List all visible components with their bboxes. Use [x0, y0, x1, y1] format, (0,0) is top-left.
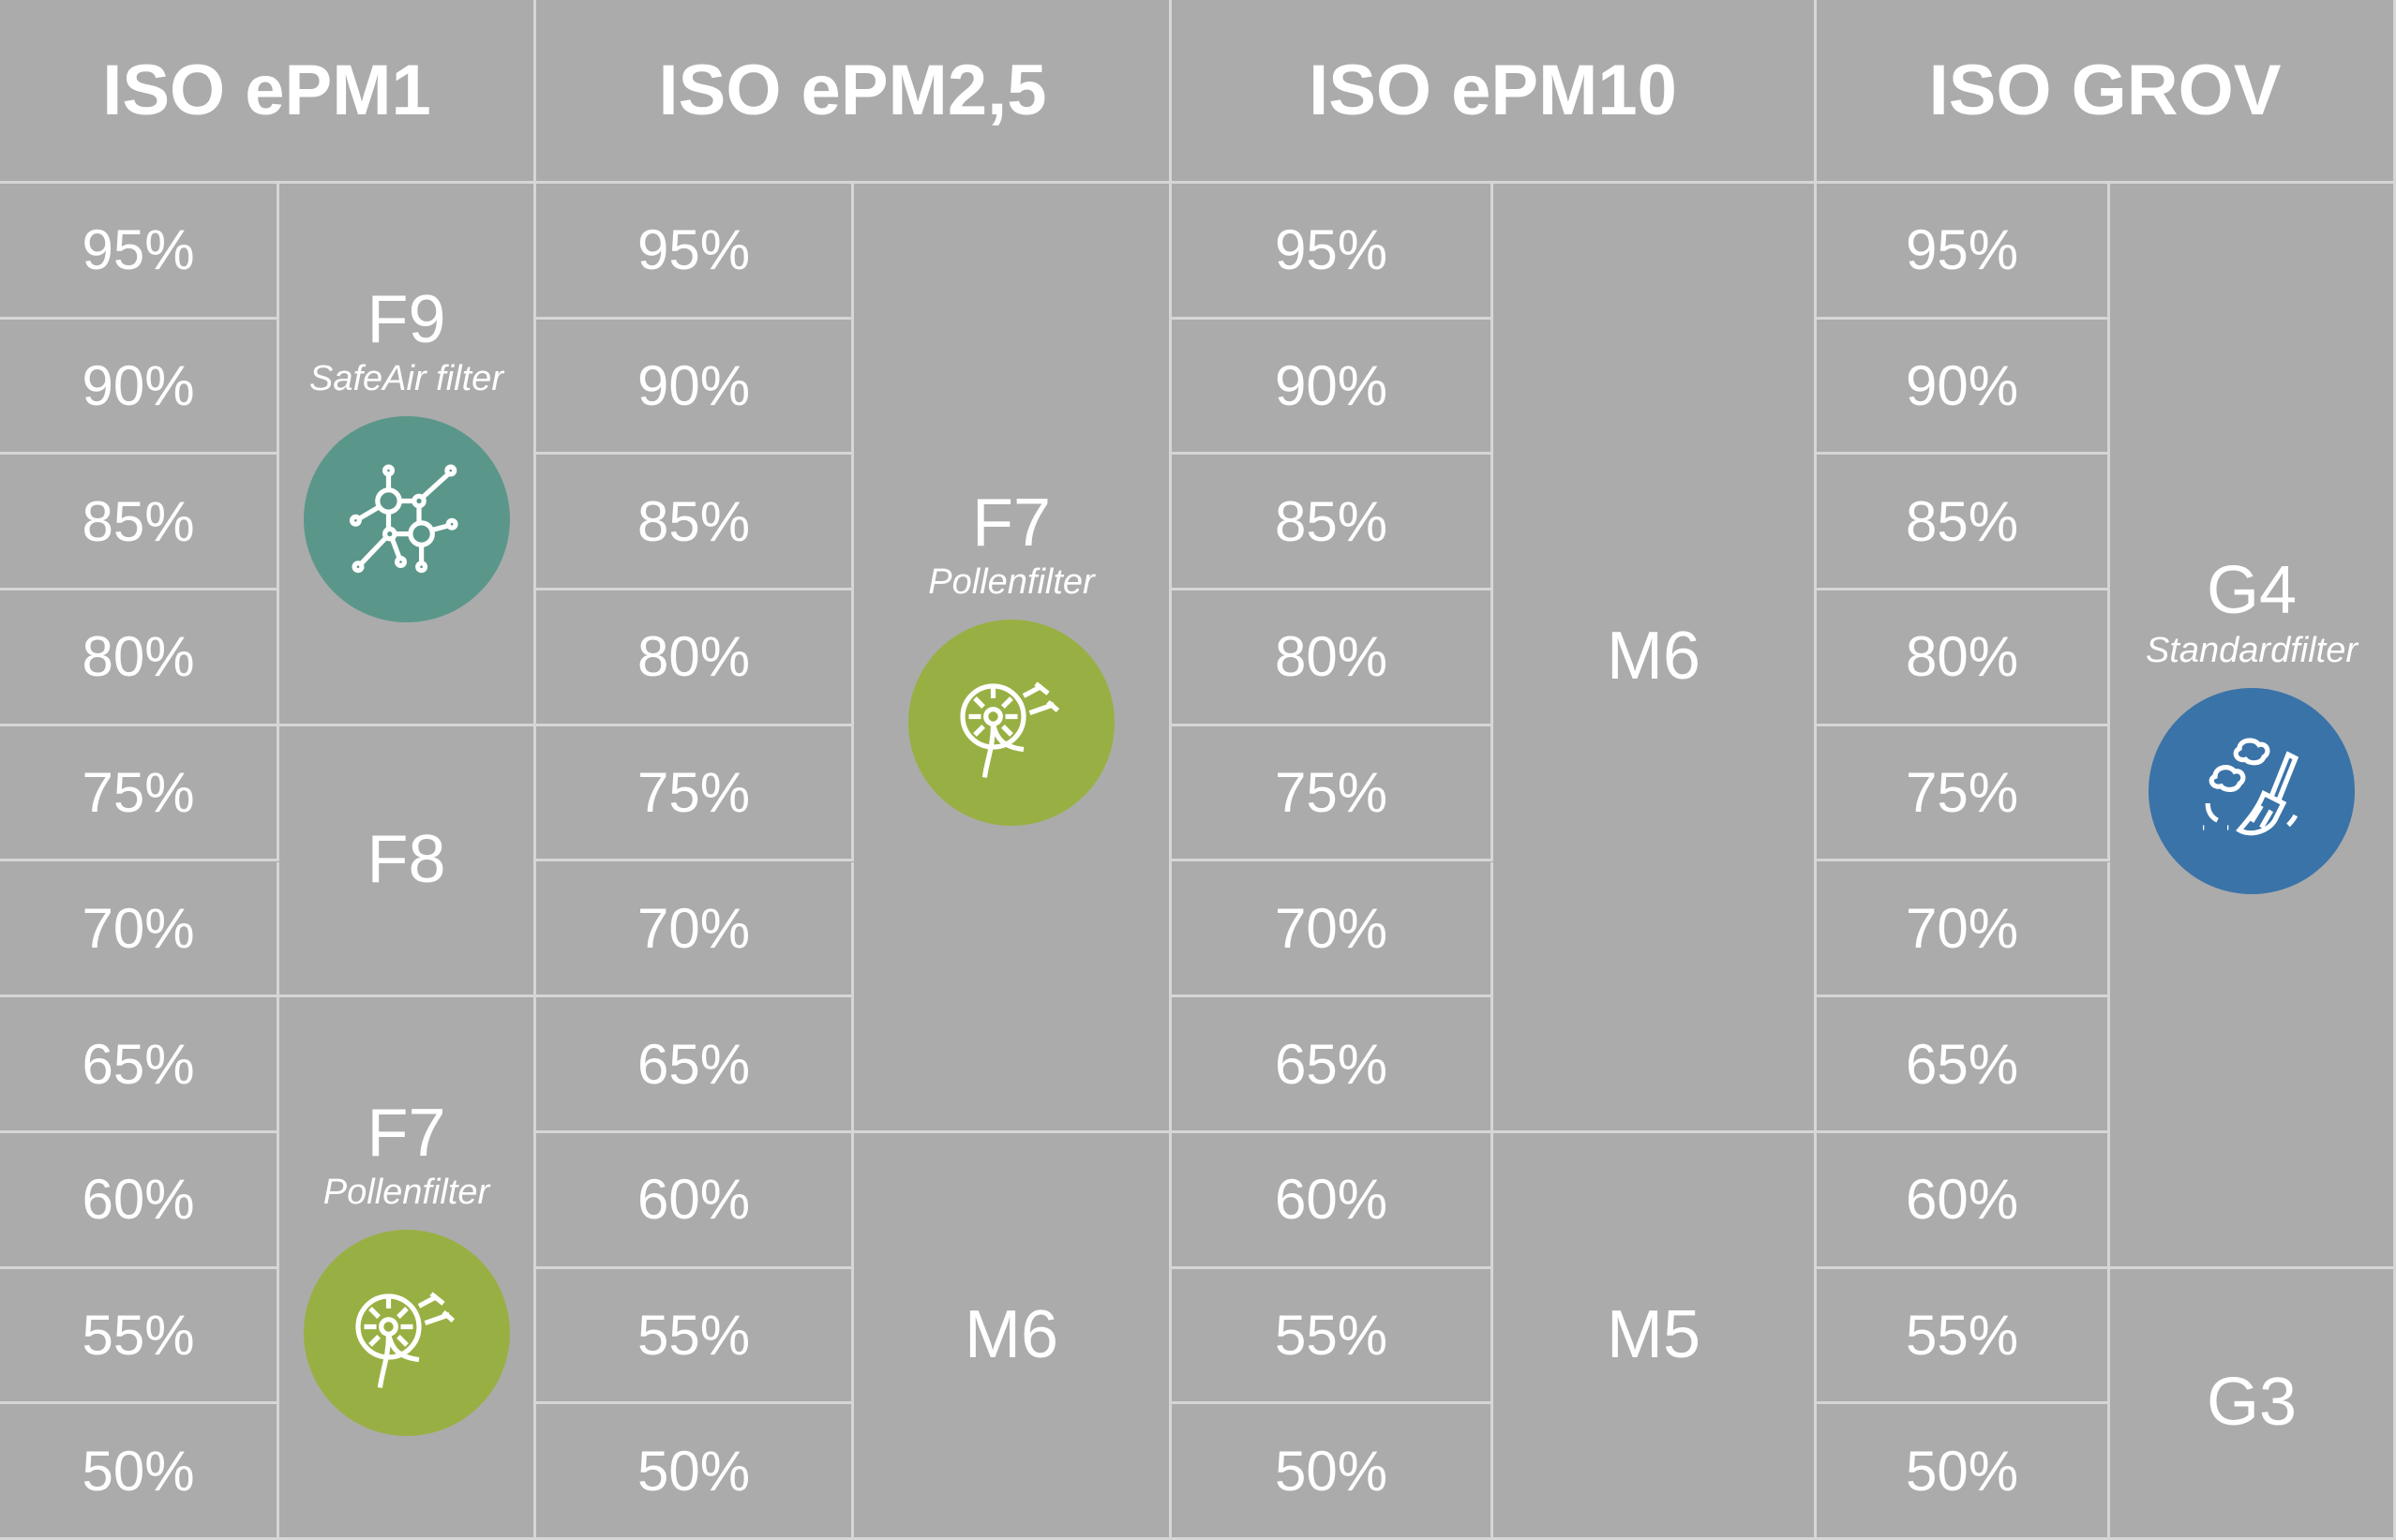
percent-cell: 85% [1817, 455, 2110, 591]
percent-cell: 55% [1817, 1268, 2110, 1405]
dandelion-icon [303, 1230, 510, 1437]
filter-class-group: F7 Pollenfilter [854, 184, 1172, 1133]
percent-cell: 65% [0, 997, 279, 1133]
filter-class-group: G4 Standardfilter [2110, 184, 2396, 1269]
molecule-icon [303, 416, 510, 623]
filter-subtitle: Pollenfilter [928, 562, 1095, 603]
percent-cell: 65% [1172, 997, 1493, 1133]
filter-grade-label: M5 [1606, 1296, 1701, 1372]
percent-cell: 50% [0, 1404, 279, 1540]
percent-cell: 80% [0, 591, 279, 726]
filter-grade-label: F7 [367, 1095, 446, 1171]
percent-cell: 75% [536, 725, 854, 862]
column-header: ISO ePM10 [1172, 0, 1817, 184]
percent-cell: 55% [536, 1268, 854, 1405]
percent-cell: 60% [1817, 1132, 2110, 1269]
percent-cell: 75% [0, 725, 279, 862]
percent-cell: 70% [1172, 861, 1493, 998]
column-header: ISO GROV [1817, 0, 2396, 184]
filter-class-group: M6 [1493, 184, 1817, 1133]
filter-subtitle: Pollenfilter [322, 1173, 490, 1213]
percent-cell: 95% [1817, 184, 2110, 320]
filter-grade-label: F9 [367, 281, 446, 357]
filter-class-group: F8 [279, 725, 536, 998]
filter-grade-label: G3 [2206, 1364, 2298, 1440]
filter-grade-label: M6 [1606, 619, 1701, 695]
percent-cell: 90% [1172, 319, 1493, 456]
filter-subtitle: SafeAir filter [309, 359, 503, 399]
percent-cell: 80% [1172, 591, 1493, 726]
filter-grade-label: F7 [971, 485, 1052, 561]
percent-cell: 70% [0, 861, 279, 998]
filter-class-group: M5 [1493, 1132, 1817, 1540]
percent-cell: 90% [0, 319, 279, 456]
filter-grade-label: M6 [964, 1296, 1059, 1372]
broom-icon [2149, 687, 2355, 894]
percent-cell: 75% [1172, 725, 1493, 862]
percent-cell: 95% [1172, 184, 1493, 320]
percent-cell: 95% [0, 184, 279, 320]
percent-cell: 50% [1817, 1404, 2110, 1540]
percent-cell: 80% [1817, 591, 2110, 726]
column-header: ISO ePM1 [0, 0, 536, 184]
percent-cell: 55% [0, 1268, 279, 1405]
percent-cell: 90% [1817, 319, 2110, 456]
percent-cell: 50% [536, 1404, 854, 1540]
filter-class-group: F7 Pollenfilter [279, 997, 536, 1540]
percent-cell: 95% [536, 184, 854, 320]
filter-class-group: M6 [854, 1132, 1172, 1540]
percent-cell: 70% [1817, 861, 2110, 998]
percent-cell: 85% [536, 455, 854, 591]
percent-cell: 65% [1817, 997, 2110, 1133]
percent-cell: 55% [1172, 1268, 1493, 1405]
dandelion-icon [908, 620, 1115, 827]
filter-class-group: F9 SafeAir filter [279, 184, 536, 726]
percent-cell: 85% [1172, 455, 1493, 591]
percent-cell: 65% [536, 997, 854, 1133]
percent-cell: 60% [1172, 1132, 1493, 1269]
filter-class-group: G3 [2110, 1268, 2396, 1540]
percent-cell: 85% [0, 455, 279, 591]
column-header: ISO ePM2,5 [536, 0, 1172, 184]
percent-cell: 60% [536, 1132, 854, 1269]
percent-cell: 50% [1172, 1404, 1493, 1540]
percent-cell: 80% [536, 591, 854, 726]
percent-cell: 70% [536, 861, 854, 998]
percent-cell: 75% [1817, 725, 2110, 862]
filter-grade-label: F8 [367, 822, 446, 898]
filter-grade-label: G4 [2206, 553, 2298, 628]
percent-cell: 90% [536, 319, 854, 456]
percent-cell: 60% [0, 1132, 279, 1269]
filter-subtitle: Standardfilter [2145, 630, 2358, 670]
